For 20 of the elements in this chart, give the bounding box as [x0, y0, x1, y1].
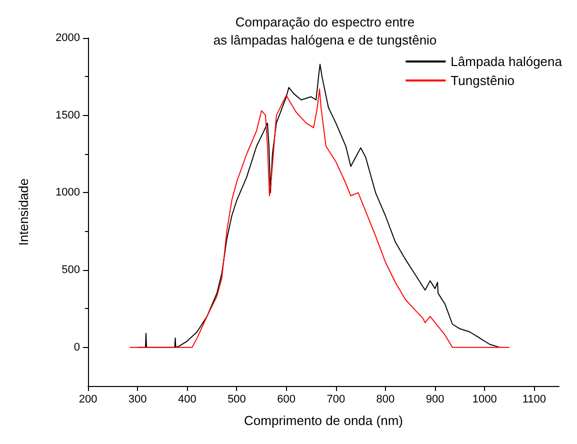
x-tick-label: 1100 [522, 394, 546, 406]
y-tick-label: 1000 [56, 186, 80, 199]
y-axis-title: Intensidade [16, 178, 31, 246]
legend-label: Tungstênio [450, 73, 515, 88]
y-tick-label: 500 [62, 264, 80, 276]
y-tick-label: 0 [74, 341, 80, 354]
x-tick-label: 500 [228, 394, 246, 406]
x-axis-title: Comprimento de onda (nm) [244, 413, 403, 428]
y-tick-label: 2000 [56, 32, 80, 44]
x-tick-label: 600 [277, 394, 296, 406]
x-tick-label: 200 [78, 394, 98, 406]
chart-title: Comparação do espectro entre as lâmpadas halógena e de tungstênio [213, 14, 437, 48]
x-tick-label: 800 [376, 394, 395, 406]
x-tick-label: 700 [326, 394, 346, 406]
legend-label: Lâmpada halógena [450, 54, 563, 69]
x-tick-label: 400 [178, 394, 196, 406]
y-tick-label: 1500 [56, 109, 80, 122]
x-tick-label: 900 [426, 394, 444, 406]
x-tick-label: 300 [128, 394, 147, 406]
x-tick-label: 1000 [472, 394, 497, 406]
